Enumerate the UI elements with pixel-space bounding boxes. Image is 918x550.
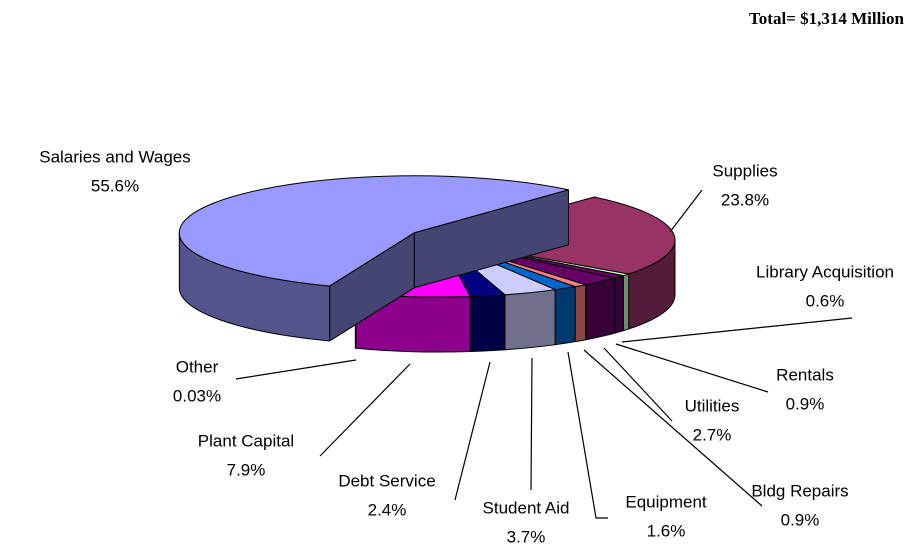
value-label: 0.9%	[781, 510, 820, 529]
slice-label: Equipment	[625, 492, 707, 511]
value-label: 7.9%	[227, 460, 266, 479]
slice-label: Other	[176, 357, 219, 376]
value-label: 2.4%	[368, 500, 407, 519]
value-label: 0.9%	[786, 394, 825, 413]
slice-label: Bldg Repairs	[751, 481, 848, 500]
leader-line	[567, 351, 608, 519]
slice-side	[585, 277, 616, 341]
slice-label: Utilities	[685, 396, 740, 415]
value-label: 0.03%	[173, 386, 221, 405]
leader-line	[530, 357, 533, 491]
value-label: 3.7%	[507, 527, 546, 546]
slice-side	[504, 289, 556, 351]
leader-line	[235, 359, 357, 380]
slice	[178, 175, 569, 287]
value-label: 55.6%	[91, 176, 139, 195]
leader-line	[621, 317, 853, 343]
slice-label: Supplies	[712, 161, 777, 180]
slice-label: Salaries and Wages	[39, 147, 191, 166]
leader-line	[615, 343, 769, 393]
leader-line	[583, 349, 763, 507]
slice-label: Rentals	[776, 365, 834, 384]
value-label: 1.6%	[647, 521, 686, 540]
slice-side	[614, 275, 624, 334]
slice-label: Debt Service	[338, 471, 435, 490]
slice-side	[469, 294, 506, 353]
leader-line	[669, 189, 703, 233]
slice-side	[622, 273, 630, 332]
value-label: 23.8%	[721, 190, 769, 209]
slice-label: Library Acquisition	[756, 262, 894, 281]
slice-side	[554, 286, 576, 346]
leader-line	[454, 361, 491, 501]
slice-label: Student Aid	[483, 498, 570, 517]
chart-title: Total= $1,314 Million	[749, 9, 905, 28]
leader-line	[319, 363, 411, 457]
value-label: 0.6%	[806, 291, 845, 310]
slice-side	[574, 284, 587, 343]
slice-label: Plant Capital	[198, 431, 294, 450]
value-label: 2.7%	[693, 425, 732, 444]
leader-line	[603, 347, 673, 422]
